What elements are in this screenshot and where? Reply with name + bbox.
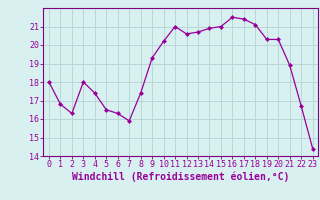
X-axis label: Windchill (Refroidissement éolien,°C): Windchill (Refroidissement éolien,°C) bbox=[72, 172, 290, 182]
